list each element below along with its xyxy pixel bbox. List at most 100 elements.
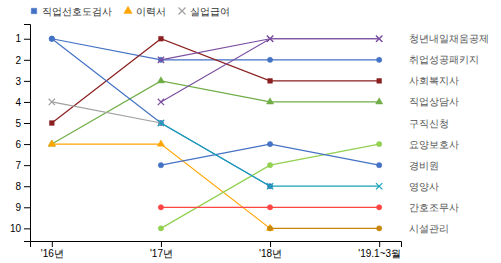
plot: '16년'17년'18년'19.1~3월12345678910청년내일채움공제취… <box>10 25 489 260</box>
y-tick-label: 2 <box>15 55 21 66</box>
series <box>158 120 383 190</box>
point <box>158 163 163 168</box>
x-axis-line <box>31 242 402 248</box>
series <box>49 36 381 125</box>
series-line <box>52 39 379 123</box>
series-line <box>52 102 161 123</box>
legend-marker <box>178 7 185 14</box>
y-tick: 9 <box>15 202 30 213</box>
x-tick-mark <box>52 241 53 247</box>
point <box>49 36 54 41</box>
series <box>48 140 273 230</box>
y-tick: 1 <box>15 33 30 44</box>
series-line <box>52 81 379 144</box>
legend-marker <box>31 8 36 13</box>
point <box>267 36 273 42</box>
x-axis: '16년'17년'18년'19.1~3월 <box>31 241 402 259</box>
chart: '16년'17년'18년'19.1~3월12345678910청년내일채움공제취… <box>0 0 501 263</box>
y-tick: 4 <box>15 97 30 108</box>
point <box>159 36 164 41</box>
y-tick-mark <box>24 228 30 229</box>
y-tick-mark <box>24 81 30 82</box>
annotations: 청년내일채움공제취업성공패키지사회복지사직업상담사구직신청요양보호사경비원영양사… <box>409 33 489 234</box>
point <box>48 140 55 146</box>
y-tick-mark <box>24 102 30 103</box>
legend: 직업선호도검사이력서실업급여 <box>31 6 230 17</box>
legend-item: 직업선호도검사 <box>31 6 112 17</box>
series <box>49 36 273 189</box>
series <box>49 99 164 126</box>
x-tick-label: '18년 <box>259 248 282 259</box>
y-tick: 5 <box>15 118 30 129</box>
point <box>266 98 273 104</box>
point <box>158 120 164 126</box>
y-tick: 3 <box>15 76 30 87</box>
series-line <box>161 144 379 165</box>
y-tick: 6 <box>15 139 30 150</box>
legend-label: 직업선호도검사 <box>42 6 112 17</box>
point <box>48 140 55 146</box>
annotation: 사회복지사 <box>409 75 459 86</box>
x-tick-mark <box>270 241 271 247</box>
annotation: 구직신청 <box>409 118 449 129</box>
y-tick: 7 <box>15 160 30 171</box>
point <box>377 79 382 84</box>
series-line <box>52 39 270 186</box>
y-tick-label: 1 <box>15 33 21 44</box>
series-line <box>161 123 379 186</box>
x-tick-mark <box>379 241 380 247</box>
x-tick: '18년 <box>259 241 282 259</box>
point <box>49 36 54 41</box>
annotation: 간호조무사 <box>409 202 459 213</box>
point <box>158 57 164 63</box>
marks <box>48 36 382 231</box>
point <box>267 163 272 168</box>
annotation: 취업성공패키지 <box>409 54 479 65</box>
x-tick-label: '19.1~3월 <box>358 248 401 259</box>
point <box>157 77 164 83</box>
point <box>267 57 272 62</box>
annotation: 요양보호사 <box>409 139 459 150</box>
point <box>377 57 382 62</box>
point <box>267 226 272 231</box>
y-axis-line <box>24 25 31 242</box>
y-tick-mark <box>24 186 30 187</box>
y-tick: 8 <box>15 181 30 192</box>
point <box>376 36 382 42</box>
point <box>268 79 273 84</box>
point <box>377 226 382 231</box>
x-tick: '19.1~3월 <box>358 241 401 259</box>
point <box>376 98 383 104</box>
y-tick-label: 10 <box>10 223 22 234</box>
point <box>377 205 382 210</box>
point <box>158 205 163 210</box>
point <box>376 183 382 189</box>
series <box>158 36 383 106</box>
annotation: 시설관리 <box>409 223 449 234</box>
legend-item: 실업급여 <box>178 6 230 17</box>
legend-label: 실업급여 <box>190 6 230 17</box>
point <box>267 205 272 210</box>
series <box>158 141 382 167</box>
series-line <box>52 39 379 60</box>
point <box>377 141 382 146</box>
y-tick-mark <box>24 39 30 40</box>
y-tick-mark <box>24 60 30 61</box>
annotation: 청년내일채움공제 <box>409 33 489 44</box>
series <box>49 36 382 62</box>
y-tick-label: 6 <box>15 139 21 150</box>
x-tick-label: '16년 <box>41 248 64 259</box>
y-tick: 2 <box>15 55 30 66</box>
series <box>158 205 382 210</box>
point <box>267 141 272 146</box>
y-tick-label: 8 <box>15 181 21 192</box>
series-line <box>161 39 379 60</box>
series-line <box>161 39 379 102</box>
y-tick-label: 4 <box>15 97 21 108</box>
series <box>48 77 382 146</box>
annotation: 경비원 <box>409 160 439 171</box>
x-tick: '16년 <box>41 241 64 259</box>
y-tick-mark <box>24 165 30 166</box>
y-tick-mark <box>24 144 30 145</box>
point <box>158 120 164 126</box>
